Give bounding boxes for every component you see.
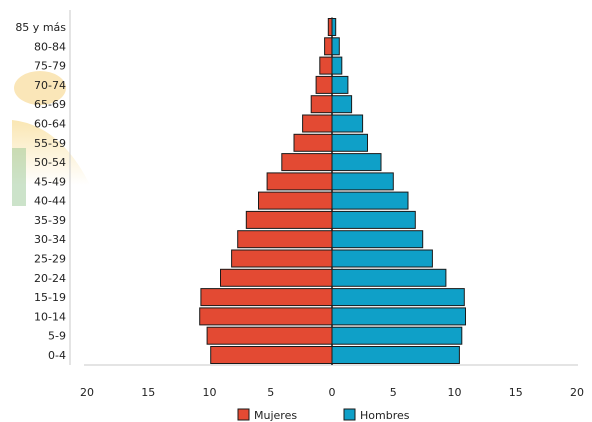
x-tick-label: 15 bbox=[141, 386, 155, 399]
x-tick-label: 5 bbox=[267, 386, 274, 399]
y-tick-label: 45-49 bbox=[34, 175, 66, 188]
bar-hombres-50-54 bbox=[331, 153, 382, 172]
bar-mujeres-15-19 bbox=[200, 288, 333, 307]
x-tick-label: 20 bbox=[80, 386, 94, 399]
bar-mujeres-50-54 bbox=[281, 153, 333, 172]
bar-mujeres-5-9 bbox=[206, 326, 333, 345]
bar-hombres-30-34 bbox=[331, 230, 424, 249]
bar-mujeres-0-4 bbox=[210, 346, 333, 364]
y-tick-label: 65-69 bbox=[34, 98, 66, 111]
bar-hombres-60-64 bbox=[331, 114, 364, 133]
y-tick-label: 60-64 bbox=[34, 118, 66, 131]
bar-hombres-10-14 bbox=[331, 307, 466, 326]
bar-hombres-40-44 bbox=[331, 191, 409, 210]
bar-mujeres-60-64 bbox=[302, 114, 333, 133]
x-tick-label: 15 bbox=[509, 386, 523, 399]
bar-mujeres-35-39 bbox=[245, 210, 333, 229]
axes bbox=[69, 10, 578, 366]
bar-hombres-75-79 bbox=[331, 56, 343, 75]
y-tick-label: 50-54 bbox=[34, 156, 66, 169]
y-tick-label: 55-59 bbox=[34, 137, 66, 150]
y-tick-label: 85 y más bbox=[15, 21, 66, 34]
x-tick-label: 20 bbox=[570, 386, 584, 399]
bar-mujeres-55-59 bbox=[293, 133, 333, 152]
bar-mujeres-45-49 bbox=[266, 172, 333, 191]
y-tick-label: 10-14 bbox=[34, 310, 66, 323]
y-tick-label: 20-24 bbox=[34, 272, 66, 285]
bar-mujeres-65-69 bbox=[310, 95, 333, 114]
bar-hombres-45-49 bbox=[331, 172, 394, 191]
bar-hombres-5-9 bbox=[331, 326, 463, 345]
legend-label-mujeres: Mujeres bbox=[254, 409, 297, 422]
x-tick-label: 10 bbox=[448, 386, 462, 399]
bar-hombres-25-29 bbox=[331, 249, 433, 268]
bar-mujeres-20-24 bbox=[220, 268, 333, 287]
bar-mujeres-85-y-más bbox=[327, 18, 333, 36]
bar-hombres-15-19 bbox=[331, 288, 465, 307]
bar-hombres-85-y-más bbox=[331, 18, 337, 36]
legend: Mujeres Hombres bbox=[237, 408, 410, 422]
x-tick-label: 5 bbox=[390, 386, 397, 399]
y-tick-label: 35-39 bbox=[34, 214, 66, 227]
y-tick-label: 0-4 bbox=[48, 349, 66, 362]
y-tick-label: 15-19 bbox=[34, 291, 66, 304]
y-tick-label: 40-44 bbox=[34, 195, 66, 208]
y-tick-label: 30-34 bbox=[34, 233, 66, 246]
y-tick-label: 75-79 bbox=[34, 60, 66, 73]
bar-mujeres-25-29 bbox=[231, 249, 333, 268]
x-tick-label: 10 bbox=[203, 386, 217, 399]
bar-hombres-20-24 bbox=[331, 268, 447, 287]
bar-hombres-80-84 bbox=[331, 37, 340, 56]
bar-mujeres-75-79 bbox=[319, 56, 333, 75]
x-tick-label: 0 bbox=[329, 386, 336, 399]
bars bbox=[199, 18, 466, 364]
y-tick-label: 80-84 bbox=[34, 40, 66, 53]
bar-mujeres-80-84 bbox=[324, 37, 333, 56]
bar-hombres-70-74 bbox=[331, 75, 349, 94]
bar-hombres-0-4 bbox=[331, 346, 460, 364]
bar-hombres-35-39 bbox=[331, 210, 416, 229]
bar-hombres-55-59 bbox=[331, 133, 368, 152]
legend-swatch-mujeres bbox=[237, 408, 250, 421]
tick-labels: 0-4 5-9 10-14 15-19 20-24 25-29 30-34 35-39 40-4… bbox=[15, 21, 584, 399]
y-tick-label: 70-74 bbox=[34, 79, 66, 92]
y-tick-label: 25-29 bbox=[34, 253, 66, 266]
legend-label-hombres: Hombres bbox=[360, 409, 410, 422]
legend-swatch-hombres bbox=[343, 408, 356, 421]
bar-mujeres-70-74 bbox=[315, 75, 333, 94]
bar-hombres-65-69 bbox=[331, 95, 353, 114]
bar-mujeres-10-14 bbox=[199, 307, 333, 326]
background-decoration bbox=[12, 71, 90, 206]
bar-mujeres-30-34 bbox=[237, 230, 333, 249]
bar-mujeres-40-44 bbox=[258, 191, 333, 210]
y-tick-label: 5-9 bbox=[48, 330, 66, 343]
